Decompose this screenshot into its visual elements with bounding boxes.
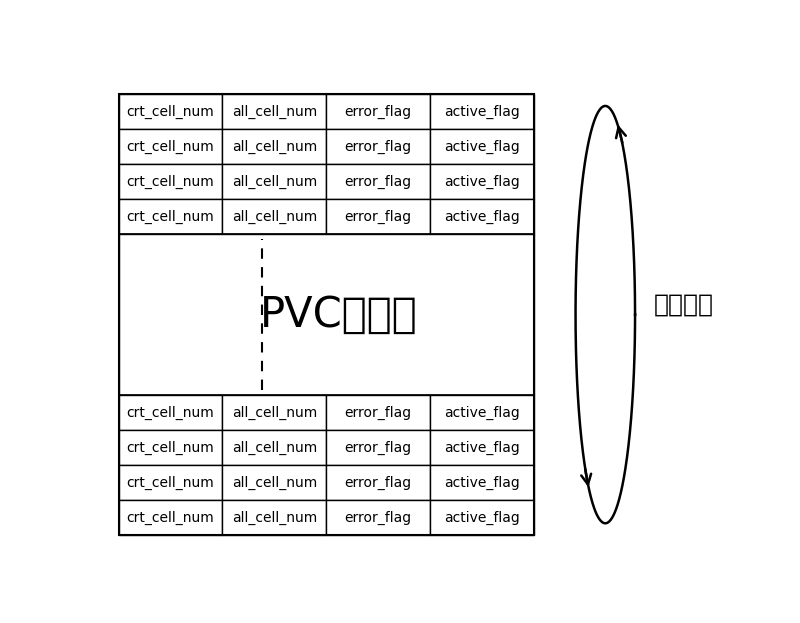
Text: error_flag: error_flag [345,440,412,455]
Text: active_flag: active_flag [444,511,520,525]
Bar [326,199,430,234]
Bar [222,94,326,129]
Text: error_flag: error_flag [345,406,412,420]
Text: crt_cell_num: crt_cell_num [126,140,214,153]
Bar [430,500,534,535]
Text: error_flag: error_flag [345,209,412,224]
Bar [430,94,534,129]
Text: active_flag: active_flag [444,406,520,420]
Text: active_flag: active_flag [444,140,520,153]
Bar [118,94,534,535]
Bar [118,465,222,500]
Bar [326,164,430,199]
Text: error_flag: error_flag [345,140,412,153]
Bar [326,395,430,430]
Text: error_flag: error_flag [345,105,412,118]
Bar [222,430,326,465]
Bar [118,199,222,234]
Text: active_flag: active_flag [444,105,520,118]
Text: all_cell_num: all_cell_num [232,511,317,525]
Text: crt_cell_num: crt_cell_num [126,209,214,224]
Bar [118,234,534,395]
Bar [118,129,222,164]
Text: crt_cell_num: crt_cell_num [126,476,214,490]
Text: all_cell_num: all_cell_num [232,476,317,490]
Text: error_flag: error_flag [345,511,412,525]
Text: crt_cell_num: crt_cell_num [126,440,214,455]
Text: active_flag: active_flag [444,440,520,455]
Bar [118,395,222,430]
Text: all_cell_num: all_cell_num [232,105,317,118]
Bar [326,430,430,465]
Bar [430,199,534,234]
Bar [222,199,326,234]
Text: all_cell_num: all_cell_num [232,440,317,455]
Text: error_flag: error_flag [345,174,412,189]
Bar [430,430,534,465]
Bar [222,164,326,199]
Text: PVC属性表: PVC属性表 [260,293,418,336]
Text: 循环扫描: 循环扫描 [654,293,714,317]
Text: all_cell_num: all_cell_num [232,209,317,224]
Bar [430,164,534,199]
Bar [118,500,222,535]
Text: active_flag: active_flag [444,174,520,189]
Bar [222,500,326,535]
Text: crt_cell_num: crt_cell_num [126,174,214,189]
Bar [430,395,534,430]
Bar [222,129,326,164]
Text: all_cell_num: all_cell_num [232,140,317,153]
Text: crt_cell_num: crt_cell_num [126,406,214,420]
Text: active_flag: active_flag [444,476,520,490]
Text: error_flag: error_flag [345,476,412,490]
Text: crt_cell_num: crt_cell_num [126,105,214,118]
Bar [430,129,534,164]
Bar [118,94,222,129]
Bar [326,94,430,129]
Bar [326,129,430,164]
Bar [222,395,326,430]
Text: all_cell_num: all_cell_num [232,174,317,189]
Bar [118,430,222,465]
Text: active_flag: active_flag [444,209,520,224]
Bar [222,465,326,500]
Bar [118,164,222,199]
Bar [326,465,430,500]
Text: crt_cell_num: crt_cell_num [126,511,214,525]
Bar [326,500,430,535]
Text: all_cell_num: all_cell_num [232,406,317,420]
Bar [430,465,534,500]
